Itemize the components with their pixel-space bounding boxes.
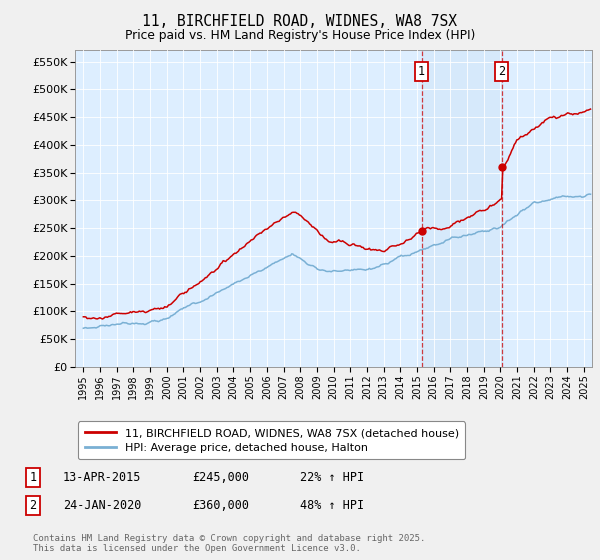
Text: 48% ↑ HPI: 48% ↑ HPI	[300, 498, 364, 512]
Text: Contains HM Land Registry data © Crown copyright and database right 2025.
This d: Contains HM Land Registry data © Crown c…	[33, 534, 425, 553]
Text: 22% ↑ HPI: 22% ↑ HPI	[300, 470, 364, 484]
Text: 13-APR-2015: 13-APR-2015	[63, 470, 142, 484]
Text: 2: 2	[498, 65, 505, 78]
Text: Price paid vs. HM Land Registry's House Price Index (HPI): Price paid vs. HM Land Registry's House …	[125, 29, 475, 42]
Text: 1: 1	[29, 470, 37, 484]
Text: 11, BIRCHFIELD ROAD, WIDNES, WA8 7SX: 11, BIRCHFIELD ROAD, WIDNES, WA8 7SX	[143, 14, 458, 29]
Text: 2: 2	[29, 498, 37, 512]
Text: £360,000: £360,000	[192, 498, 249, 512]
Text: £245,000: £245,000	[192, 470, 249, 484]
Text: 24-JAN-2020: 24-JAN-2020	[63, 498, 142, 512]
Bar	[422, 50, 502, 367]
Legend: 11, BIRCHFIELD ROAD, WIDNES, WA8 7SX (detached house), HPI: Average price, detac: 11, BIRCHFIELD ROAD, WIDNES, WA8 7SX (de…	[78, 421, 466, 459]
Text: 1: 1	[418, 65, 425, 78]
